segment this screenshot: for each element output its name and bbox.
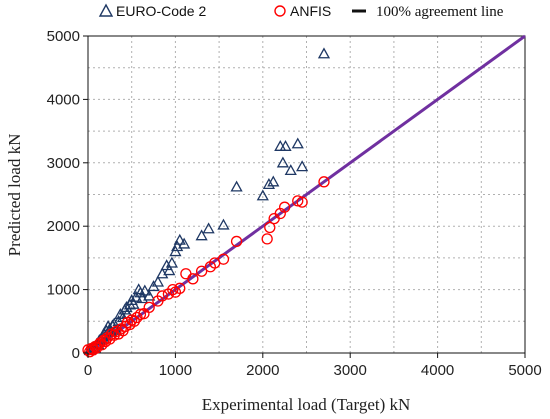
anfis-point: [131, 311, 143, 324]
anfis-point: [174, 282, 186, 294]
legend-label-anfis: ANFIS: [290, 3, 331, 19]
eurocode-point: [262, 178, 276, 190]
x-tick-label: 5000: [508, 362, 541, 379]
eurocode-point: [217, 218, 230, 230]
anfis-point: [217, 253, 230, 265]
eurocode-point: [178, 237, 191, 249]
anfis-point: [230, 235, 243, 248]
anfis-point: [296, 196, 308, 208]
x-tick-label: 4000: [421, 362, 454, 379]
y-tick-label: 2000: [47, 218, 80, 235]
eurocode-point: [291, 137, 304, 149]
y-tick-label: 1000: [47, 282, 80, 299]
eurocode-point: [173, 233, 186, 245]
x-tick-label: 3000: [334, 362, 367, 379]
eurocode-point: [143, 289, 156, 301]
eurocode-point: [256, 189, 269, 201]
anfis-point: [264, 221, 276, 234]
legend-triangle-marker: [98, 3, 114, 17]
eurocode-point: [163, 264, 176, 276]
y-tick-label: 4000: [47, 91, 80, 108]
y-tick-label: 5000: [47, 28, 80, 45]
x-tick-label: 0: [84, 362, 92, 379]
eurocode-point: [138, 284, 151, 296]
y-tick-label: 3000: [47, 155, 80, 172]
eurocode-point: [267, 175, 280, 187]
anfis-point: [156, 290, 168, 302]
legend: EURO-Code 2 ANFIS 100% agreement line: [98, 3, 504, 20]
anfis-point: [143, 301, 155, 314]
eurocode-point: [165, 256, 179, 268]
x-axis-title: Experimental load (Target) kN: [202, 395, 411, 414]
legend-label-agreement: 100% agreement line: [376, 4, 504, 20]
anfis-point: [98, 334, 110, 346]
axis-ticks: 0 1000 2000 3000 4000 5000 0 1000 2000 3000 4000 50…: [47, 28, 542, 379]
series-anfis: [82, 176, 330, 358]
anfis-point: [318, 176, 330, 188]
y-axis-title: Predicted load kN: [5, 134, 24, 257]
eurocode-point: [279, 139, 292, 151]
anfis-point: [261, 233, 273, 245]
anfis-point: [278, 201, 291, 213]
anfis-point: [167, 283, 179, 296]
series-layer: [82, 47, 331, 358]
eurocode-point: [296, 160, 309, 172]
eurocode-point: [104, 325, 117, 337]
eurocode-point: [127, 297, 140, 309]
plot-frame: [87, 35, 526, 354]
anfis-point: [180, 268, 192, 280]
eurocode-point: [274, 139, 287, 151]
anfis-point: [292, 195, 304, 207]
anfis-point: [187, 273, 199, 285]
eurocode-point: [276, 156, 290, 168]
y-tick-label: 0: [72, 345, 80, 362]
eurocode-point: [230, 180, 243, 192]
eurocode-point: [317, 47, 331, 59]
eurocode-point: [195, 229, 208, 241]
eurocode-point: [202, 222, 215, 234]
anfis-point: [195, 265, 208, 277]
legend-label-eurocode: EURO-Code 2: [116, 3, 206, 19]
eurocode-point: [151, 275, 165, 287]
anfis-point: [110, 325, 122, 338]
x-tick-label: 1000: [159, 362, 192, 379]
x-tick-label: 2000: [246, 362, 279, 379]
eurocode-point: [284, 164, 297, 176]
legend-circle-marker: [274, 5, 286, 17]
